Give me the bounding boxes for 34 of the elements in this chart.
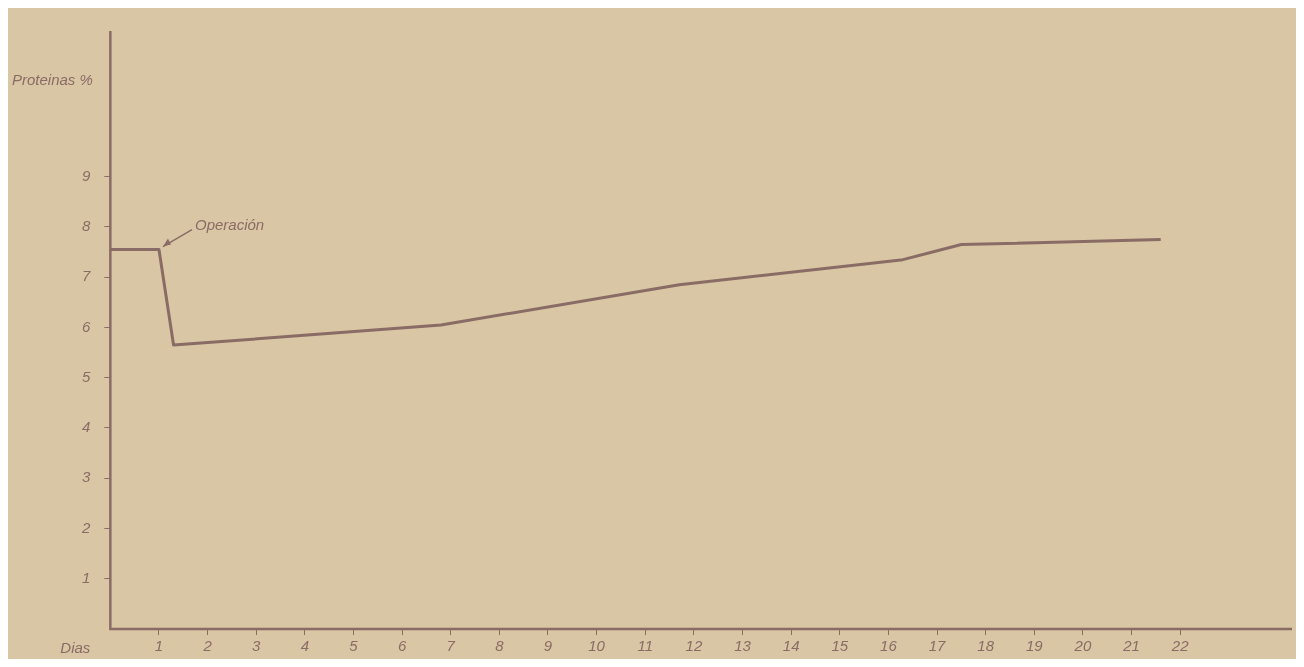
x-tick-label: 7	[446, 637, 456, 655]
x-tick-label: 14	[782, 637, 800, 655]
x-tick-label: 21	[1122, 637, 1140, 655]
x-tick-label: 5	[349, 637, 359, 655]
x-tick-label: 19	[1025, 637, 1044, 655]
x-tick-label: 9	[543, 637, 553, 655]
x-tick-label: 20	[1073, 637, 1092, 655]
y-tick-label: 5	[82, 367, 91, 385]
x-tick-label: 10	[588, 637, 606, 655]
x-tick-label: 8	[495, 637, 505, 655]
y-tick-label: 8	[82, 217, 91, 235]
y-tick-label: 6	[82, 317, 91, 335]
x-tick-label: 17	[928, 637, 947, 655]
y-axis-title: Proteinas %	[12, 71, 93, 89]
x-tick-label: 1	[154, 637, 164, 655]
y-tick-label: 1	[82, 568, 91, 586]
x-tick-label: 22	[1170, 637, 1190, 655]
x-tick-label: 12	[685, 637, 703, 655]
x-tick-label: 13	[734, 637, 752, 655]
y-tick-label: 9	[82, 166, 91, 184]
annotation: Operación	[194, 215, 265, 233]
x-tick-label: 15	[831, 637, 849, 655]
x-tick-label: 2	[202, 637, 213, 655]
x-tick-label: 6	[397, 637, 407, 655]
x-tick-label: 3	[252, 637, 262, 655]
x-tick-label: 4	[300, 637, 310, 655]
x-tick-label: 18	[977, 637, 995, 655]
y-tick-label: 4	[82, 418, 91, 436]
y-tick-label: 2	[81, 518, 91, 536]
y-tick-label: 7	[82, 267, 91, 285]
y-tick-label: 3	[82, 468, 91, 486]
x-axis-title: Dias	[60, 638, 91, 656]
x-tick-label: 16	[880, 637, 898, 655]
x-tick-label: 11	[637, 637, 654, 655]
